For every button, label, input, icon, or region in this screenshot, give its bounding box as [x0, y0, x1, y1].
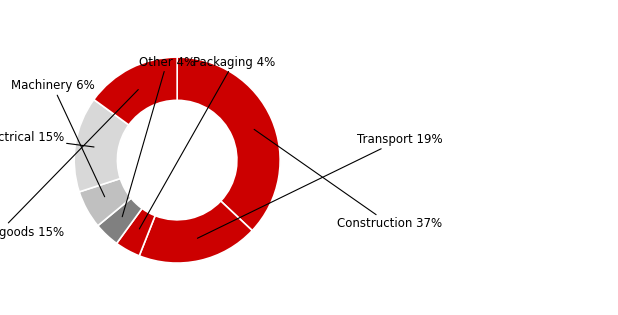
Wedge shape	[94, 57, 177, 125]
Wedge shape	[98, 198, 142, 243]
Wedge shape	[177, 57, 280, 231]
Wedge shape	[139, 201, 252, 263]
Wedge shape	[74, 100, 129, 192]
Text: Transport 19%: Transport 19%	[197, 133, 443, 238]
Text: Packaging 4%: Packaging 4%	[139, 56, 275, 229]
Wedge shape	[79, 179, 131, 226]
Text: Electrical 15%: Electrical 15%	[0, 131, 94, 147]
Wedge shape	[117, 209, 155, 256]
Text: Other 4%: Other 4%	[122, 56, 195, 217]
Text: Consumer goods 15%: Consumer goods 15%	[0, 89, 138, 239]
Text: Machinery 6%: Machinery 6%	[11, 79, 104, 197]
Text: Construction 37%: Construction 37%	[254, 129, 442, 231]
